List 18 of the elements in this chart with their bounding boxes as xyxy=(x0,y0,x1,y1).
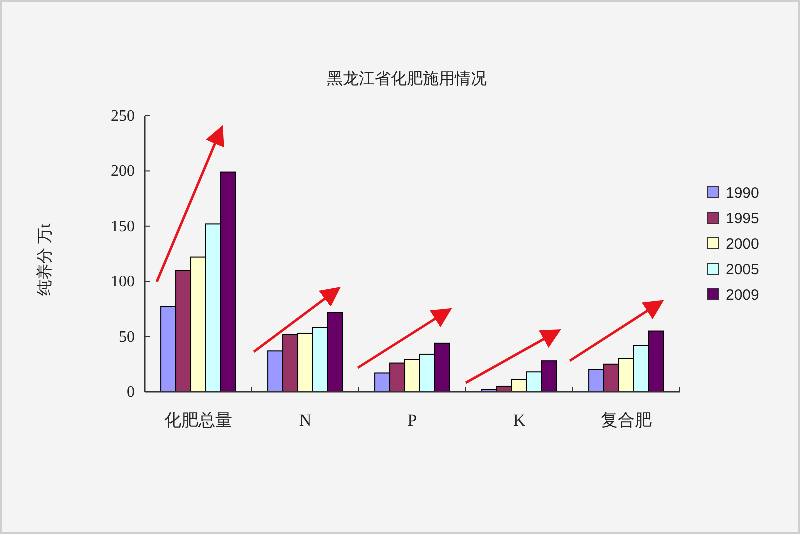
y-tick-label: 150 xyxy=(111,218,135,236)
x-tick-label: K xyxy=(513,411,526,430)
legend-label: 2009 xyxy=(726,287,760,304)
legend-label: 1995 xyxy=(726,210,760,228)
y-tick-label: 250 xyxy=(111,108,135,125)
y-axis-title: 纯养分 万t xyxy=(36,223,54,296)
x-tick-label: N xyxy=(299,411,312,430)
chart-title: 黑龙江省化肥施用情况 xyxy=(327,70,487,88)
x-tick-label: P xyxy=(408,411,418,430)
legend-label: 1990 xyxy=(726,185,760,202)
y-tick-label: 50 xyxy=(119,328,135,346)
y-tick-label: 200 xyxy=(111,163,135,180)
y-tick-label: 100 xyxy=(111,274,135,291)
y-tick-label: 0 xyxy=(127,384,135,401)
x-tick-label: 复合肥 xyxy=(601,411,652,430)
x-tick-label: 化肥总量 xyxy=(164,411,232,430)
legend-label: 2005 xyxy=(726,262,760,278)
legend-label: 2000 xyxy=(726,236,760,253)
